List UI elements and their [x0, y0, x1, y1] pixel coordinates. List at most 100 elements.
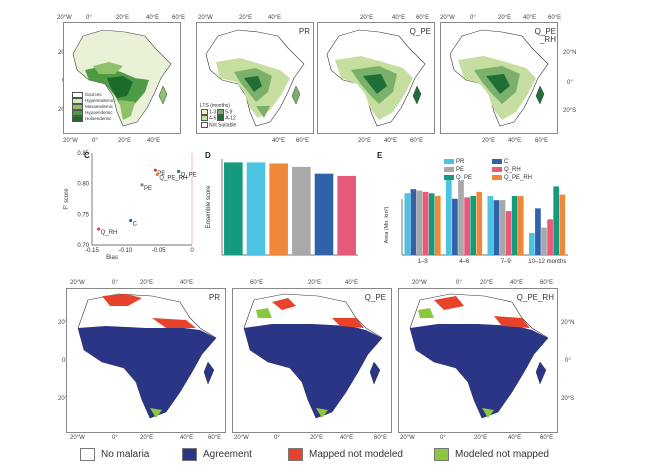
point-label: Q_PE_RH — [159, 175, 187, 181]
lon-label: 40°E — [180, 280, 194, 286]
lon-label: 20°E — [474, 435, 488, 441]
legend-a: Sources Hyperendemic Mesoendemic Hypoend… — [72, 92, 114, 122]
legend-item-no-malaria: No malaria — [80, 448, 149, 461]
lon-label: 60°E — [172, 15, 186, 21]
y-tick-label: 0.70 — [77, 243, 89, 249]
x-tick-label: 4–6 — [459, 259, 470, 265]
lon-label: 20°W — [63, 138, 78, 144]
bar — [224, 162, 243, 255]
map-panel-b-pr — [196, 22, 314, 134]
lon-label: 40°E — [523, 15, 537, 21]
lon-label: 20°E — [239, 15, 253, 21]
legend-swatch — [444, 159, 454, 164]
map-label-qpe: Q_PE — [409, 27, 431, 36]
point-label: C — [133, 221, 138, 227]
map-label-f-qpe: Q_PE — [364, 293, 386, 302]
panel-letter-c: C — [84, 151, 90, 160]
lat-label: 20°N — [563, 50, 577, 56]
bar — [452, 198, 458, 255]
bar — [487, 196, 494, 255]
map-panel-f-qpe — [232, 288, 392, 433]
bar — [528, 233, 535, 255]
legend-label: Mapped not modeled — [309, 449, 403, 460]
scatter-point — [177, 169, 181, 173]
legend-swatch — [288, 448, 303, 461]
bar — [314, 173, 334, 255]
panel-letter-e: E — [377, 151, 383, 160]
bar — [410, 189, 417, 255]
bar — [337, 175, 356, 255]
bar — [547, 219, 553, 255]
bar — [269, 163, 288, 255]
lon-label: 20°E — [360, 15, 374, 21]
lts-label: Not Suitable — [209, 121, 237, 128]
lon-label: 40°E — [508, 435, 522, 441]
lts-label: 4-6 — [209, 115, 217, 122]
lon-label: 20°W — [234, 435, 249, 441]
lon-label: 40°E — [345, 280, 359, 286]
lon-label: 0° — [112, 435, 118, 441]
map-label-f-pr: PR — [208, 293, 220, 302]
lon-label: 60°E — [540, 280, 554, 286]
lon-label: 0° — [86, 15, 92, 21]
scatter-point — [140, 183, 144, 187]
y-axis-label: Area (Mn. km²) — [384, 206, 390, 243]
legend-label: Modeled not mapped — [455, 449, 549, 460]
bar — [511, 196, 518, 255]
bar — [434, 196, 441, 255]
y-tick-label: 0.75 — [77, 212, 89, 218]
legend-label: Q_PE_RH — [504, 175, 532, 181]
point-label: PE — [157, 171, 165, 177]
lon-label: 20°E — [358, 138, 372, 144]
legend-label: Holoendemic — [85, 116, 112, 121]
lon-label: 40°E — [146, 15, 160, 21]
legend-swatch — [72, 110, 83, 116]
x-axis-label: Bias — [106, 255, 118, 261]
bar — [476, 191, 483, 255]
lon-label: 0° — [470, 15, 476, 21]
legend-swatch — [72, 92, 83, 98]
bar — [470, 196, 477, 255]
bar — [517, 196, 524, 255]
map-panel-a — [63, 22, 181, 134]
legend-label: PE — [456, 167, 464, 173]
y-tick-label: 0.80 — [77, 182, 89, 188]
lts-title: LTS (months) — [200, 103, 230, 109]
bar — [464, 197, 470, 255]
lon-label: 20°W — [400, 435, 415, 441]
legend-item-agreement: Agreement — [182, 448, 252, 461]
lon-label: 60°E — [540, 435, 554, 441]
bar — [404, 193, 411, 255]
lon-label: 0° — [274, 435, 280, 441]
bar — [493, 200, 500, 255]
point-label: PE — [144, 186, 152, 192]
legend-swatch — [72, 98, 83, 104]
lon-label: 20°W — [70, 280, 85, 286]
legend-swatch — [72, 104, 83, 110]
legend-swatch — [444, 175, 454, 180]
lon-label: 60°E — [250, 280, 264, 286]
legend-label: Hypoendemic — [85, 110, 113, 115]
lon-label: 20°E — [116, 15, 130, 21]
lon-label: 60°E — [535, 138, 549, 144]
lts-swatch — [217, 109, 225, 115]
lon-label: 20°E — [310, 435, 324, 441]
legend-label: Hyperendemic — [85, 98, 115, 103]
lon-label: 20°E — [498, 15, 512, 21]
bar — [416, 190, 423, 255]
lon-label: 60°E — [208, 435, 222, 441]
lon-label: 40°E — [508, 138, 522, 144]
lon-label: 20°W — [198, 15, 213, 21]
lat-label: 20°N — [58, 320, 72, 326]
point-label: Q_PE — [181, 172, 197, 178]
lts-swatch — [217, 115, 225, 122]
lon-label: 40°E — [510, 280, 524, 286]
lon-label: 20°W — [440, 15, 455, 21]
legend-label: Agreement — [203, 449, 252, 460]
legend-lts: LTS (months) 1-3 5-9 4-6 A-12 Not Suitable — [200, 103, 236, 128]
lon-label: 0° — [112, 280, 118, 286]
lts-label: 5-9 — [225, 109, 233, 116]
lts-label: 1-3 — [209, 109, 217, 116]
lon-label: 40°E — [392, 15, 406, 21]
bar — [559, 194, 566, 255]
